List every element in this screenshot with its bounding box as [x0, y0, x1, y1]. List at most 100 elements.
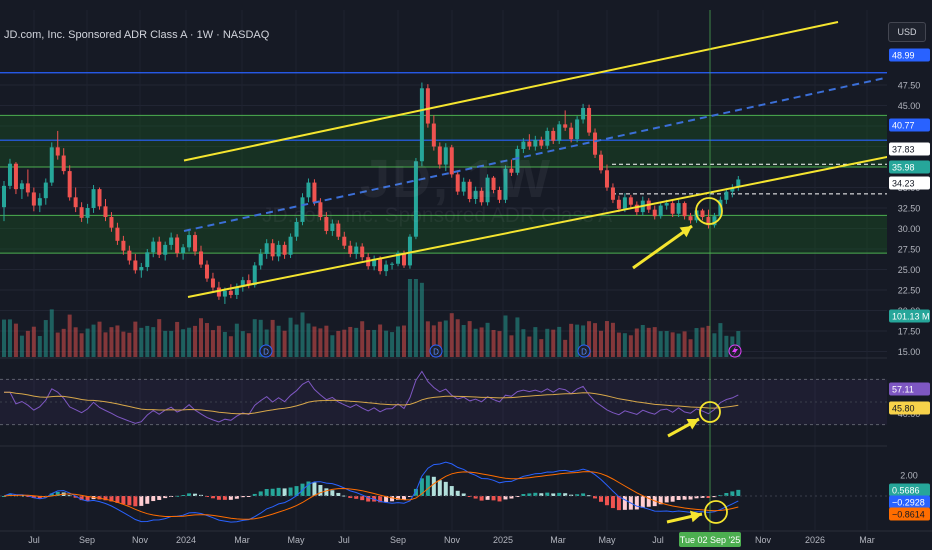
axis-background	[887, 0, 932, 550]
volume-bar	[19, 335, 24, 357]
volume-bar	[712, 333, 717, 357]
macd-histogram-bar	[491, 496, 496, 501]
volume-bar	[491, 330, 496, 357]
candle	[103, 206, 108, 218]
channel-upper-line	[183, 21, 839, 162]
volume-bar	[318, 328, 323, 357]
macd-histogram-bar	[407, 496, 412, 497]
time-tick-label: Jul	[652, 535, 664, 545]
candle	[652, 209, 657, 217]
macd-histogram-bar	[593, 496, 598, 499]
volume-bar	[419, 282, 424, 357]
macd-histogram-bar	[646, 496, 651, 507]
volume-bar	[7, 319, 12, 357]
candle	[49, 147, 54, 183]
macd-histogram-bar	[252, 493, 257, 496]
macd-histogram-bar	[604, 496, 609, 506]
price-label-bg	[889, 118, 930, 132]
candle	[509, 168, 514, 173]
candle	[127, 250, 132, 261]
candle	[163, 244, 168, 255]
candle	[419, 88, 424, 162]
candle	[587, 107, 592, 133]
candle	[79, 207, 84, 218]
time-tick-label: Nov	[444, 535, 461, 545]
volume-bar	[342, 329, 347, 357]
channel-lower-line	[187, 147, 932, 298]
candle	[563, 124, 568, 128]
candle	[497, 189, 502, 200]
macd-histogram-bar	[139, 496, 144, 506]
arrow-head	[679, 226, 692, 238]
candle	[378, 258, 383, 272]
volume-bar	[497, 331, 502, 357]
macd-histogram-bar	[55, 491, 60, 496]
time-tick-label: Mar	[859, 535, 875, 545]
volume-bar	[360, 321, 365, 357]
volume-bar	[109, 327, 114, 357]
candle	[139, 267, 144, 271]
macd-histogram-bar	[145, 496, 150, 504]
macd-histogram-bar	[270, 488, 275, 496]
volume-bar	[593, 323, 598, 357]
price-tick-label: 30.00	[898, 224, 921, 234]
macd-histogram-bar	[79, 496, 84, 501]
candle	[437, 146, 442, 165]
volume-bar	[551, 329, 556, 357]
volume-bar	[396, 326, 401, 357]
volume-bar	[533, 327, 538, 357]
candle	[336, 223, 341, 237]
volume-bar	[85, 328, 90, 357]
macd-histogram-bar	[133, 496, 138, 507]
time-tick-label: Nov	[132, 535, 149, 545]
candle	[521, 141, 526, 149]
candle	[461, 181, 466, 192]
candle	[169, 237, 174, 245]
volume-bar	[133, 321, 138, 357]
currency-button[interactable]: USD	[888, 22, 926, 42]
macd-histogram-bar	[163, 496, 168, 499]
volume-bar	[610, 322, 615, 357]
candle	[569, 127, 574, 140]
macd-histogram-bar	[193, 493, 198, 496]
candle	[712, 216, 717, 226]
volume-bar	[449, 313, 454, 357]
candle	[390, 263, 395, 265]
volume-bar	[676, 333, 681, 357]
volume-bar	[413, 279, 418, 357]
macd-histogram-bar	[581, 493, 586, 496]
macd-histogram-bar	[342, 495, 347, 497]
volume-bar	[288, 317, 293, 357]
dividend-marker	[259, 344, 273, 358]
trend-channel[interactable]	[183, 21, 932, 298]
volume-bar	[473, 328, 478, 357]
candle	[682, 203, 687, 217]
macd-histogram-bar	[658, 496, 663, 505]
macd-histogram-bar	[688, 496, 693, 500]
candle	[193, 235, 198, 252]
macd-histogram-bar	[37, 496, 42, 499]
dividend-marker-label: D	[433, 348, 439, 357]
price-tick-label: 45.00	[898, 101, 921, 111]
volume-bar	[622, 333, 627, 357]
zone-fill	[0, 115, 887, 167]
volume-bar	[545, 328, 550, 357]
candle	[300, 197, 305, 222]
volume-bar	[103, 332, 108, 357]
candle	[252, 265, 257, 286]
rsi-panel	[0, 370, 887, 426]
volume-bar	[557, 326, 562, 357]
price-tick-label: 27.50	[898, 245, 921, 255]
volume-bar	[670, 332, 675, 357]
volume-bar	[324, 325, 329, 357]
macd-histogram-bar	[318, 485, 323, 496]
macd-histogram-bar	[551, 493, 556, 496]
volume-bar	[628, 335, 633, 357]
candle	[264, 243, 269, 254]
volume-bar	[246, 333, 251, 357]
volume-bar	[461, 325, 466, 357]
price-candles[interactable]	[2, 82, 741, 304]
macd-histogram-bar	[216, 496, 221, 500]
candle	[115, 227, 120, 241]
